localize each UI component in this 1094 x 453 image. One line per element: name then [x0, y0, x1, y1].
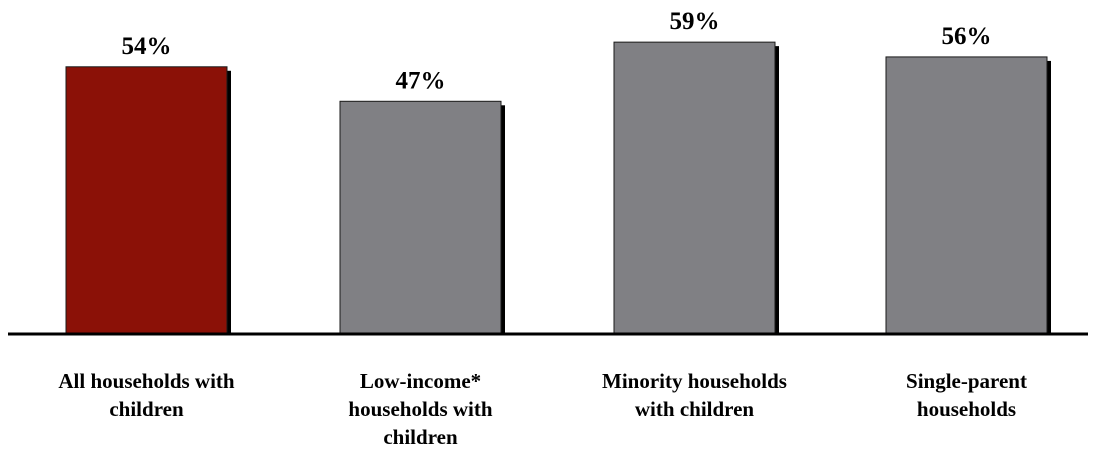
category-label-line: households [917, 397, 1016, 421]
category-label-2: Low-income* households with children [348, 369, 492, 449]
value-label-4: 56% [942, 23, 992, 50]
bars-layer [65, 41, 1051, 334]
category-label-line: with children [635, 397, 755, 421]
bar-2 [339, 100, 502, 334]
value-label-1: 54% [122, 33, 172, 60]
bar-3 [613, 41, 776, 334]
category-label-3: Minority households with children [602, 369, 787, 421]
value-label-3: 59% [670, 8, 720, 35]
category-label-4: Single-parent households [906, 369, 1027, 421]
bar-4 [885, 56, 1048, 334]
category-label-line: Single-parent [906, 369, 1027, 393]
value-labels-layer: 54% 47% 59% 56% [122, 8, 992, 94]
category-label-line: children [383, 425, 458, 449]
category-labels-layer: All households with children Low-income* ho… [58, 369, 1027, 449]
category-label-1: All households with children [58, 369, 235, 421]
value-label-2: 47% [396, 67, 446, 94]
category-label-line: Minority households [602, 369, 787, 393]
category-label-line: households with [348, 397, 492, 421]
bar-1 [65, 66, 228, 334]
category-label-line: Low-income* [360, 369, 481, 393]
category-label-line: children [109, 397, 184, 421]
category-label-line: All households with [58, 369, 235, 393]
